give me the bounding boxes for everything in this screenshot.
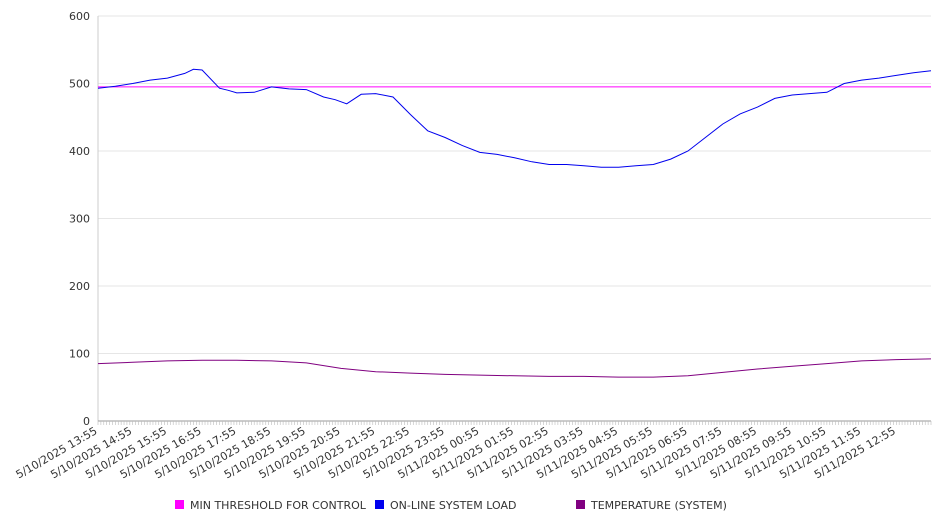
y-tick-label: 0 [83,415,90,428]
legend-swatch [576,500,585,509]
y-tick-label: 200 [69,280,90,293]
series-lines [97,68,932,378]
x-axis-ticks: 5/10/2025 13:555/10/2025 14:555/10/2025 … [14,424,898,481]
y-tick-label: 300 [69,213,90,226]
legend-swatch [375,500,384,509]
y-tick-label: 400 [69,145,90,158]
y-tick-label: 100 [69,348,90,361]
series-line-2 [97,68,932,168]
legend-label: ON-LINE SYSTEM LOAD [390,499,516,512]
grid-lines [98,15,931,354]
legend-label: MIN THRESHOLD FOR CONTROL [190,499,367,512]
y-axis-ticks: 0 100 200 300 400 500 600 [69,10,90,428]
axes [97,16,932,425]
legend: MIN THRESHOLD FOR CONTROL ON-LINE SYSTEM … [175,499,727,512]
y-tick-label: 600 [69,10,90,23]
series-line-3 [97,358,932,378]
legend-label: TEMPERATURE (SYSTEM) [590,499,727,512]
y-tick-label: 500 [69,78,90,91]
legend-swatch [175,500,184,509]
